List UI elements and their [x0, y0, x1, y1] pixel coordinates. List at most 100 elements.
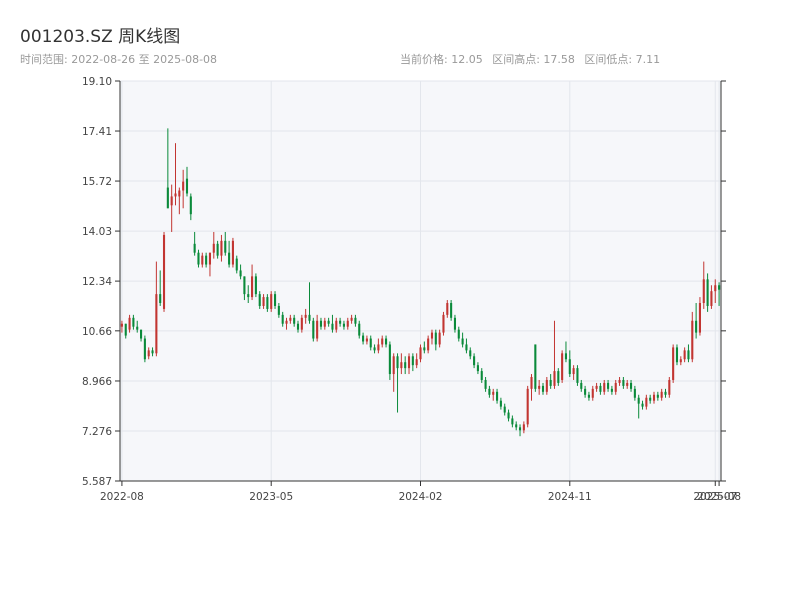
candle [511, 415, 514, 428]
candle [270, 291, 273, 312]
candle-body [327, 320, 330, 324]
candle [212, 231, 215, 259]
candle [327, 317, 330, 327]
candle-body [702, 279, 705, 304]
candle-body [442, 314, 445, 333]
candle [473, 353, 476, 369]
candle [342, 320, 345, 330]
candle [683, 347, 686, 363]
candle [358, 320, 361, 339]
candle-body [622, 379, 625, 386]
candle-body [239, 270, 242, 277]
candle [266, 294, 269, 312]
candle [208, 252, 212, 277]
candle [185, 166, 189, 197]
candle-body [342, 323, 345, 327]
candle [442, 311, 445, 336]
candle [465, 338, 468, 354]
candle-body [143, 338, 146, 360]
candle-body [633, 388, 636, 398]
candle [296, 320, 300, 333]
candle [262, 294, 265, 309]
candle [419, 344, 422, 363]
candle-body [687, 350, 690, 360]
candle [197, 249, 200, 268]
candle [143, 335, 146, 363]
candle [155, 261, 158, 357]
date-range-text: 时间范围: 2022-08-26 至 2025-08-08 [20, 53, 218, 66]
candle [457, 326, 460, 342]
candle [323, 317, 326, 330]
candle-body [587, 394, 590, 398]
candle [362, 332, 365, 345]
candle-body [404, 362, 407, 369]
candle-body [247, 294, 250, 298]
candle-body [672, 347, 675, 380]
candle-body [499, 400, 502, 407]
candle-body [518, 427, 522, 431]
candle-body [557, 371, 560, 383]
candle [120, 320, 123, 333]
candle-body [205, 255, 208, 265]
candle [480, 368, 483, 383]
candle [595, 382, 598, 392]
candle-body [572, 368, 575, 375]
candle [557, 368, 560, 386]
candle [381, 335, 384, 348]
candle-body [629, 382, 633, 389]
candle [538, 379, 541, 395]
candle-body [346, 320, 349, 327]
candle-body [128, 317, 131, 330]
x-tick-label: 2024-11 [548, 491, 592, 503]
candle-body [369, 338, 372, 348]
candle [132, 314, 135, 330]
candle [289, 314, 292, 324]
candle-body [285, 320, 288, 324]
candle-body [251, 276, 254, 298]
candle [136, 320, 139, 333]
candle [293, 314, 296, 327]
candle [285, 317, 288, 330]
candle-body [319, 320, 323, 327]
candle [607, 379, 610, 392]
candle-body [496, 391, 499, 401]
candle-body [151, 350, 154, 354]
candle [140, 329, 143, 342]
candle-body [541, 385, 545, 392]
candle [541, 382, 545, 395]
candle [492, 388, 495, 401]
candle [273, 291, 277, 309]
candle [373, 344, 376, 354]
candle-body [503, 406, 506, 413]
candle [710, 285, 713, 309]
candle [580, 379, 583, 392]
candle-body [170, 196, 173, 206]
candle [618, 377, 621, 386]
candle-body [599, 385, 602, 392]
y-axis-ticks: 19.10 17.41 15.72 14.03 12.34 10.66 8.966 7.276… [82, 76, 726, 488]
candle [679, 356, 682, 366]
candle-body [522, 424, 525, 431]
candle [714, 279, 717, 304]
candle-body [469, 350, 472, 357]
candle [124, 323, 127, 339]
candle-body [652, 394, 656, 401]
candle [438, 329, 441, 348]
candle-body [603, 382, 606, 392]
candle [564, 341, 568, 363]
candle [675, 344, 679, 366]
candle-body [695, 320, 698, 333]
candle-body [365, 338, 368, 342]
candle-body [415, 359, 418, 366]
candle-body [197, 252, 200, 265]
candle-body [208, 252, 212, 265]
candle [641, 400, 644, 410]
candle [488, 385, 491, 398]
candle-body [224, 240, 227, 253]
candle-body [450, 303, 453, 318]
candle [346, 317, 349, 330]
candle [254, 273, 257, 298]
candle [446, 300, 449, 318]
candle-body [162, 234, 166, 309]
range-high-text: 区间高点: 17.58 [492, 53, 575, 66]
